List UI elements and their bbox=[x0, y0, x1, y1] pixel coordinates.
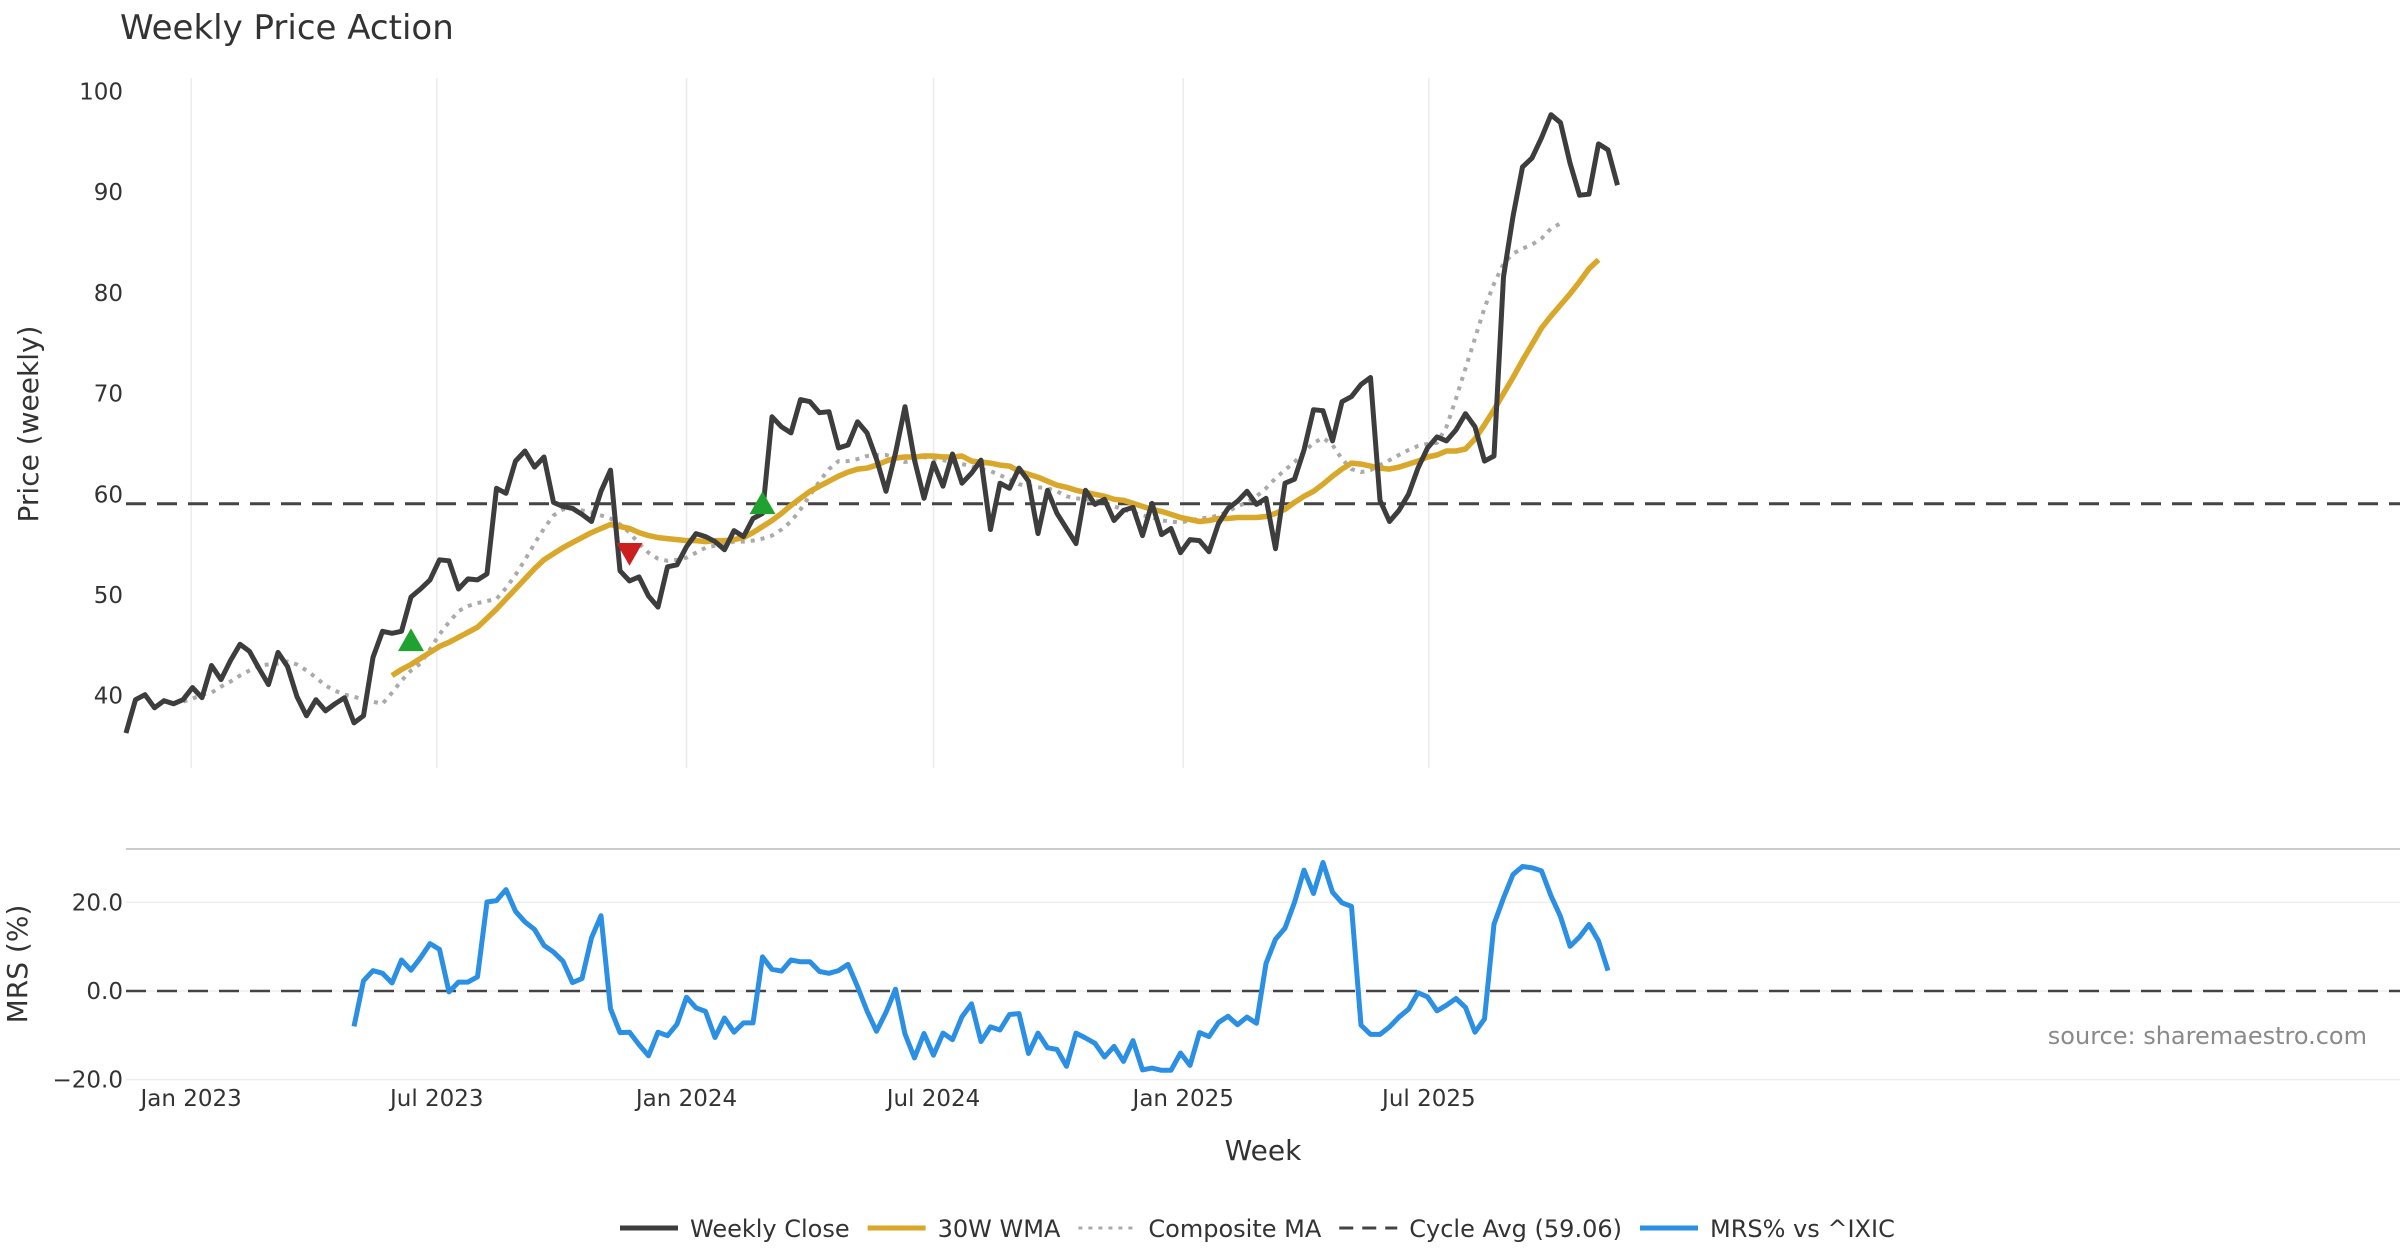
mrs-y-tick-label: 0.0 bbox=[86, 979, 123, 1005]
price-y-tick-label: 90 bbox=[94, 180, 123, 206]
price-panel: 40 50 60 70 80 90 100 Price (weekly) bbox=[12, 78, 2400, 768]
chart-title: Weekly Price Action bbox=[120, 8, 454, 48]
x-tick-label: Jul 2025 bbox=[1380, 1086, 1476, 1112]
x-ticks: Jan 2023 Jul 2023 Jan 2024 Jul 2024 Jan 2025… bbox=[138, 1086, 1475, 1112]
x-axis-label: Week bbox=[1225, 1134, 1302, 1167]
legend-label: Composite MA bbox=[1148, 1215, 1321, 1243]
legend-label: MRS% vs ^IXIC bbox=[1710, 1215, 1895, 1243]
legend: Weekly Close 30W WMA Composite MA Cycle Avg… bbox=[620, 1215, 1895, 1243]
x-tick-label: Jul 2024 bbox=[885, 1086, 981, 1112]
legend-label: 30W WMA bbox=[938, 1215, 1061, 1243]
mrs-y-tick-label: 20.0 bbox=[72, 890, 123, 916]
mrs-y-axis-label: MRS (%) bbox=[1, 905, 34, 1024]
mrs-y-tick-label: −20.0 bbox=[53, 1068, 123, 1094]
weekly-close-line bbox=[123, 112, 1620, 734]
mrs-line bbox=[351, 860, 1611, 1073]
wma-30w-line bbox=[390, 257, 1601, 678]
price-x-gridlines bbox=[190, 78, 1430, 768]
buy-signal-marker bbox=[398, 628, 424, 652]
x-tick-label: Jul 2023 bbox=[388, 1086, 484, 1112]
sell-signal-marker bbox=[616, 542, 643, 566]
mrs-y-ticks: 20.0 0.0 −20.0 bbox=[53, 890, 123, 1093]
price-y-tick-label: 60 bbox=[94, 482, 123, 508]
x-tick-label: Jan 2025 bbox=[1131, 1086, 1234, 1112]
buy-signal-marker bbox=[749, 491, 776, 515]
price-y-axis-label: Price (weekly) bbox=[12, 326, 45, 523]
composite-ma-line bbox=[173, 221, 1562, 706]
price-y-tick-label: 50 bbox=[94, 583, 123, 609]
price-y-tick-label: 100 bbox=[79, 80, 123, 106]
legend-label: Cycle Avg (59.06) bbox=[1409, 1215, 1622, 1243]
mrs-panel: 20.00.0−20.0 MRS (%) Jan 2023 Jul 2023 Jan… bbox=[1, 860, 2400, 1167]
price-y-tick-label: 40 bbox=[94, 684, 123, 710]
signal-markers bbox=[398, 491, 776, 652]
legend-label: Weekly Close bbox=[690, 1215, 850, 1243]
source-note: source: sharemaestro.com bbox=[2048, 1022, 2367, 1050]
x-tick-label: Jan 2023 bbox=[138, 1086, 241, 1112]
price-y-tick-label: 70 bbox=[94, 382, 123, 408]
x-tick-label: Jan 2024 bbox=[634, 1086, 737, 1112]
price-y-ticks: 40 50 60 70 80 90 100 bbox=[79, 80, 123, 710]
price-y-tick-label: 80 bbox=[94, 281, 123, 307]
